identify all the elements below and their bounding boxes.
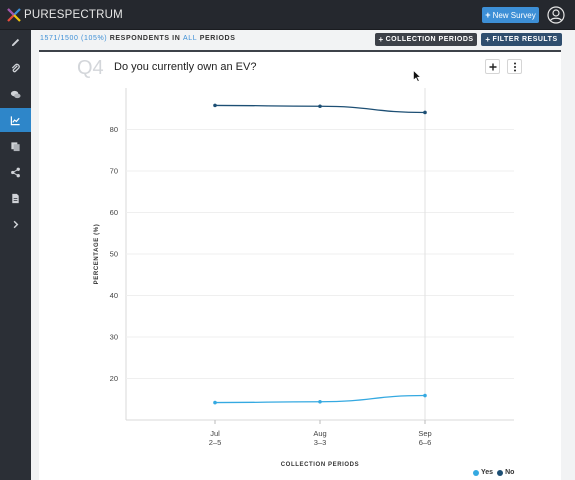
x-tick-label: 3–3	[314, 438, 327, 447]
question-number: Q4	[77, 57, 104, 79]
document-icon	[12, 193, 19, 203]
sidebar	[0, 30, 31, 480]
plus-icon	[489, 63, 496, 70]
logo-text: PURESPECTRUM	[24, 9, 123, 21]
main-content: 1571/1500 (105%) RESPONDENTS IN ALL PERI…	[31, 30, 575, 480]
sidebar-item-copy[interactable]	[0, 134, 31, 158]
chat-icon	[10, 90, 21, 98]
respondent-status: 1571/1500 (105%) RESPONDENTS IN ALL PERI…	[40, 35, 235, 42]
y-tick-label: 60	[110, 208, 118, 217]
y-axis-title: PERCENTAGE (%)	[94, 224, 100, 285]
sidebar-item-reports[interactable]	[0, 108, 31, 132]
chart-legend: Yes No	[473, 469, 518, 476]
purespectrum-logo-icon	[7, 8, 21, 22]
paperclip-icon	[11, 63, 20, 72]
sidebar-item-attachments[interactable]	[0, 56, 31, 80]
x-tick-label: Jul	[210, 429, 220, 438]
mouse-cursor-icon	[413, 70, 421, 82]
sidebar-item-edit[interactable]	[0, 30, 31, 54]
y-tick-label: 20	[110, 374, 118, 383]
data-point-yes	[318, 399, 322, 404]
plus-icon: +	[485, 10, 491, 20]
collection-periods-button[interactable]: + COLLECTION PERIODS	[375, 33, 477, 46]
y-tick-label: 50	[110, 250, 118, 259]
user-avatar-icon[interactable]	[547, 6, 565, 24]
more-options-button[interactable]	[507, 59, 522, 74]
x-axis-title: COLLECTION PERIODS	[281, 462, 359, 468]
legend-item-no[interactable]: No	[497, 469, 514, 476]
more-vertical-icon	[513, 62, 516, 71]
x-tick-label: 2–5	[209, 438, 222, 447]
sidebar-item-expand[interactable]	[0, 212, 31, 236]
data-point-no	[423, 110, 427, 115]
y-tick-labels: 20 30 40 50 60 70 80	[110, 125, 118, 383]
new-survey-button[interactable]: + New Survey	[482, 7, 539, 23]
collection-periods-label: COLLECTION PERIODS	[385, 36, 474, 43]
pencil-icon	[11, 38, 20, 46]
respondent-count: 1571/1500 (105%)	[40, 35, 108, 42]
chart-icon	[10, 115, 20, 125]
data-point-yes	[423, 393, 427, 398]
respondents-in-text: RESPONDENTS IN	[109, 35, 181, 42]
legend-label-yes: Yes	[481, 469, 494, 476]
data-point-no	[318, 104, 322, 109]
share-icon	[11, 167, 20, 177]
plus-icon: +	[378, 35, 384, 44]
x-tick-label: 6–6	[419, 438, 432, 447]
filter-results-button[interactable]: + FILTER RESULTS	[481, 33, 562, 46]
legend-label-no: No	[505, 469, 515, 476]
top-bar: PURESPECTRUM + New Survey	[0, 0, 575, 30]
legend-dot-no	[497, 469, 504, 476]
question-title: Do you currently own an EV?	[114, 61, 257, 73]
plus-icon: +	[485, 35, 491, 44]
chevron-right-icon	[13, 220, 19, 228]
new-survey-label: New Survey	[492, 10, 536, 20]
sidebar-item-comments[interactable]	[0, 82, 31, 106]
all-periods-link[interactable]: ALL	[182, 35, 198, 42]
logo[interactable]: PURESPECTRUM	[6, 7, 123, 23]
legend-item-yes[interactable]: Yes	[473, 469, 493, 476]
sidebar-item-document[interactable]	[0, 186, 31, 210]
x-tick-label: Aug	[313, 429, 326, 438]
status-bar: 1571/1500 (105%) RESPONDENTS IN ALL PERI…	[31, 30, 575, 48]
copy-icon	[11, 141, 20, 151]
data-point-yes	[213, 400, 217, 405]
series-lines	[213, 103, 427, 405]
data-point-no	[213, 103, 217, 108]
add-button[interactable]	[485, 59, 500, 74]
y-tick-label: 70	[110, 167, 118, 176]
y-tick-label: 80	[110, 125, 118, 134]
sidebar-item-share[interactable]	[0, 160, 31, 184]
periods-text: PERIODS	[199, 35, 236, 42]
x-tick-label: Sep	[418, 429, 431, 438]
filter-results-label: FILTER RESULTS	[492, 36, 558, 43]
grid-lines	[125, 88, 514, 424]
y-tick-label: 40	[110, 291, 118, 300]
legend-dot-yes	[473, 469, 479, 476]
y-tick-label: 30	[110, 333, 118, 342]
